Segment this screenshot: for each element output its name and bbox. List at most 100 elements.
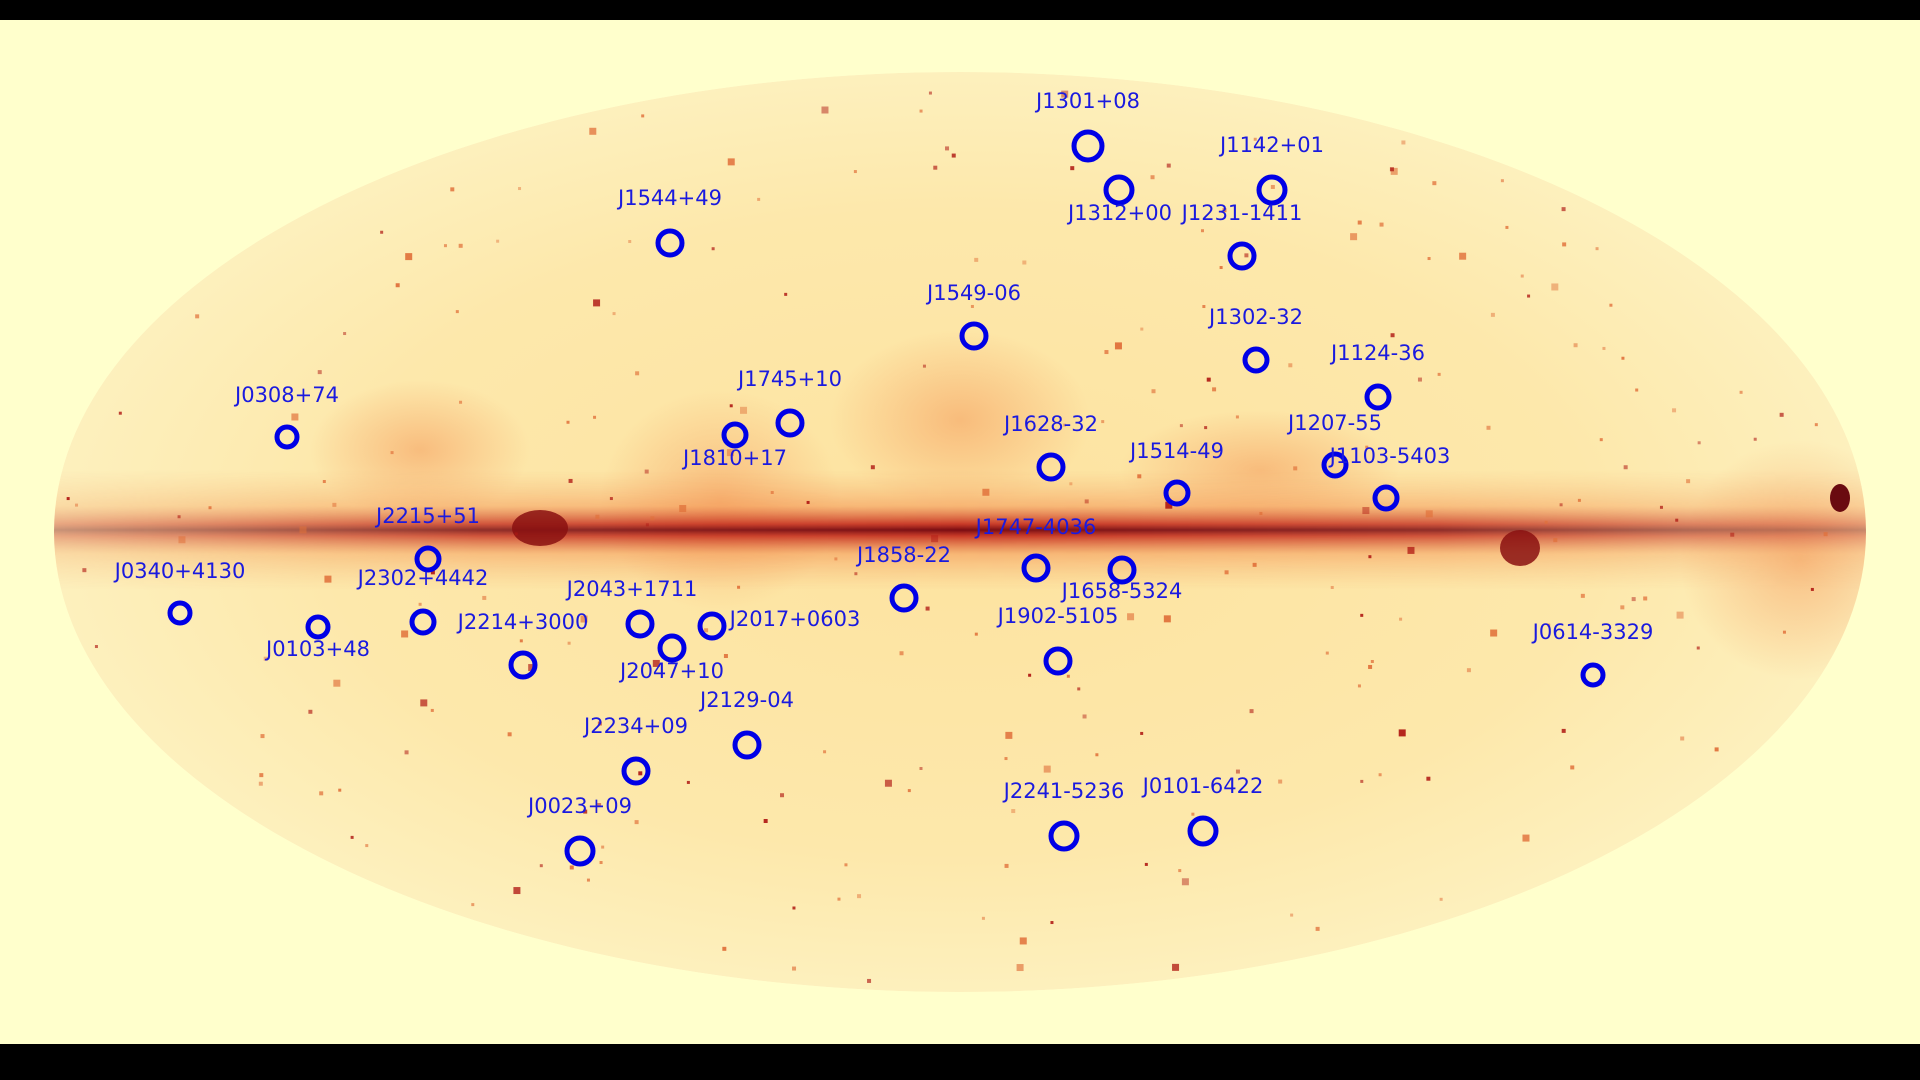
source-j1747-4036: J1747-4036 bbox=[974, 515, 1097, 583]
source-marker-circle bbox=[732, 730, 762, 760]
source-j1312-00: J1312+00 bbox=[1066, 174, 1172, 225]
source-j2129-04: J2129-04 bbox=[698, 688, 794, 760]
source-j1902-5105: J1902-5105 bbox=[996, 604, 1119, 676]
source-label: J1810+17 bbox=[681, 446, 787, 470]
source-label: J1103-5403 bbox=[1328, 444, 1451, 468]
source-j2017-0603: J2017+0603 bbox=[697, 607, 861, 641]
source-j2234-09: J2234+09 bbox=[582, 714, 688, 786]
source-j1745-10: J1745+10 bbox=[736, 367, 842, 438]
source-j0308-74: J0308+74 bbox=[233, 383, 339, 450]
source-label: J1302-32 bbox=[1207, 305, 1303, 329]
source-label: J1231-1411 bbox=[1180, 201, 1303, 225]
source-label: J1301+08 bbox=[1034, 89, 1140, 113]
source-j2043-1711: J2043+1711 bbox=[565, 577, 698, 639]
source-j1810-17: J1810+17 bbox=[681, 421, 787, 470]
source-label: J1312+00 bbox=[1066, 201, 1172, 225]
source-marker-circle bbox=[414, 545, 442, 573]
source-label: J2214+3000 bbox=[456, 610, 589, 634]
source-marker-circle bbox=[1227, 241, 1257, 271]
source-label: J0103+48 bbox=[264, 637, 370, 661]
source-marker-circle bbox=[959, 321, 989, 351]
point-sources bbox=[66, 90, 1828, 983]
source-label: J1658-5324 bbox=[1060, 579, 1183, 603]
source-j1142-01: J1142+01 bbox=[1218, 133, 1324, 206]
source-label: J2017+0603 bbox=[728, 607, 861, 631]
source-marker-circle bbox=[1256, 174, 1288, 206]
source-marker-circle bbox=[274, 424, 300, 450]
letterbox-top bbox=[0, 0, 1920, 20]
source-j0103-48: J0103+48 bbox=[264, 614, 370, 661]
source-marker-circle bbox=[621, 756, 651, 786]
source-j1658-5324: J1658-5324 bbox=[1060, 555, 1183, 603]
source-marker-circle bbox=[1580, 662, 1606, 688]
source-j0340-4130: J0340+4130 bbox=[113, 559, 246, 626]
source-label: J1858-22 bbox=[855, 543, 951, 567]
source-marker-circle bbox=[889, 583, 919, 613]
source-marker-circle bbox=[625, 609, 655, 639]
source-marker-circle bbox=[1043, 646, 1073, 676]
source-label: J1207-55 bbox=[1286, 411, 1382, 435]
source-marker-circle bbox=[564, 835, 596, 867]
source-marker-circle bbox=[655, 228, 685, 258]
source-j2047-10: J2047+10 bbox=[618, 633, 724, 683]
source-marker-circle bbox=[697, 611, 727, 641]
source-j1301-08: J1301+08 bbox=[1034, 89, 1140, 163]
source-label: J0308+74 bbox=[233, 383, 339, 407]
source-label: J1544+49 bbox=[616, 186, 722, 210]
source-j1124-36: J1124-36 bbox=[1329, 341, 1425, 411]
letterbox-bottom bbox=[0, 1044, 1920, 1080]
source-label: J2129-04 bbox=[698, 688, 794, 712]
source-marker-circle bbox=[657, 633, 687, 663]
source-j1302-32: J1302-32 bbox=[1207, 305, 1303, 374]
source-marker-circle bbox=[1372, 484, 1400, 512]
source-j1207-55: J1207-55 bbox=[1286, 411, 1382, 479]
source-label: J1549-06 bbox=[925, 281, 1021, 305]
source-j1858-22: J1858-22 bbox=[855, 543, 951, 613]
source-marker-circle bbox=[1187, 815, 1219, 847]
source-label: J0101-6422 bbox=[1141, 774, 1264, 798]
source-marker-circle bbox=[1242, 346, 1270, 374]
source-label: J2043+1711 bbox=[565, 577, 698, 601]
source-marker-circle bbox=[305, 614, 331, 640]
source-markers: J1301+08 J1142+01 J1312+00 J1231-1411 J1544+… bbox=[113, 89, 1653, 867]
source-marker-circle bbox=[1071, 129, 1105, 163]
source-label: J0023+09 bbox=[526, 794, 632, 818]
source-j0023-09: J0023+09 bbox=[526, 794, 632, 867]
source-label: J1124-36 bbox=[1329, 341, 1425, 365]
source-j1549-06: J1549-06 bbox=[925, 281, 1021, 351]
source-marker-circle bbox=[409, 608, 437, 636]
source-marker-circle bbox=[775, 408, 805, 438]
source-j1544-49: J1544+49 bbox=[616, 186, 722, 258]
source-label: J1747-4036 bbox=[974, 515, 1097, 539]
source-j2302-4442: J2302+4442 bbox=[356, 566, 489, 636]
source-label: J1142+01 bbox=[1218, 133, 1324, 157]
source-j1231-1411: J1231-1411 bbox=[1180, 201, 1303, 271]
source-marker-circle bbox=[167, 600, 193, 626]
source-label: J0340+4130 bbox=[113, 559, 246, 583]
source-marker-circle bbox=[1048, 820, 1080, 852]
source-marker-circle bbox=[508, 650, 538, 680]
source-label: J1514-49 bbox=[1128, 439, 1224, 463]
source-marker-circle bbox=[1163, 479, 1191, 507]
source-j2215-51: J2215+51 bbox=[374, 504, 480, 573]
source-j1628-32: J1628-32 bbox=[1002, 412, 1098, 482]
source-marker-circle bbox=[1321, 451, 1349, 479]
source-j0101-6422: J0101-6422 bbox=[1141, 774, 1264, 847]
source-label: J1902-5105 bbox=[996, 604, 1119, 628]
source-j0614-3329: J0614-3329 bbox=[1531, 620, 1653, 688]
source-j2214-3000: J2214+3000 bbox=[456, 610, 589, 680]
source-j2241-5236: J2241-5236 bbox=[1002, 779, 1125, 852]
source-marker-circle bbox=[1107, 555, 1137, 585]
source-marker-circle bbox=[1021, 553, 1051, 583]
source-label: J2234+09 bbox=[582, 714, 688, 738]
source-label: J2047+10 bbox=[618, 659, 724, 683]
source-label: J1628-32 bbox=[1002, 412, 1098, 436]
source-j1514-49: J1514-49 bbox=[1128, 439, 1224, 507]
source-label: J2302+4442 bbox=[356, 566, 489, 590]
source-marker-circle bbox=[721, 421, 749, 449]
source-label: J2215+51 bbox=[374, 504, 480, 528]
source-marker-circle bbox=[1036, 452, 1066, 482]
source-label: J2241-5236 bbox=[1002, 779, 1125, 803]
galactic-plane bbox=[54, 470, 1866, 590]
